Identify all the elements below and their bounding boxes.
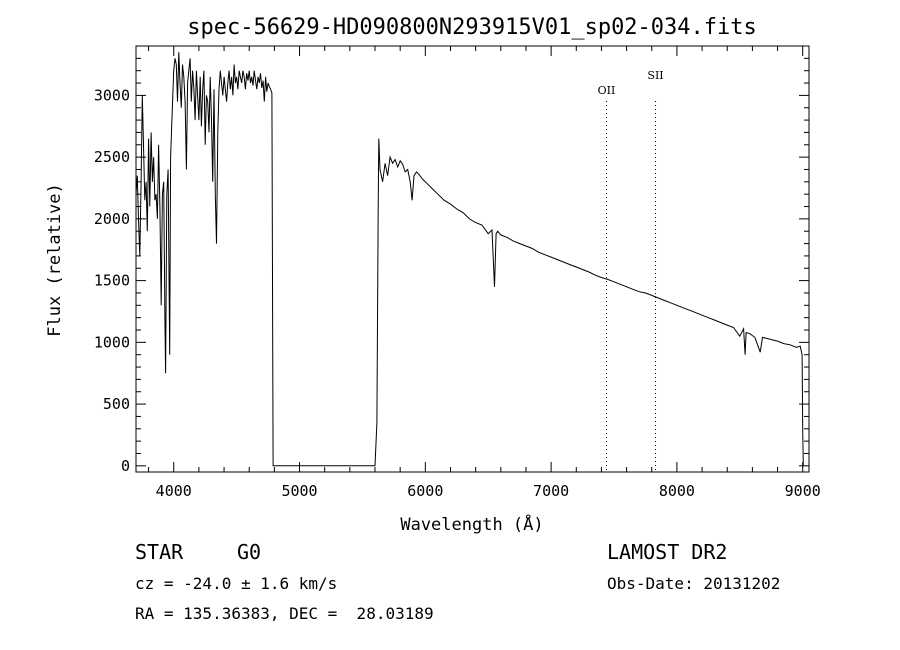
line-annotations: OII SII (598, 69, 664, 472)
survey-label: LAMOST DR2 (607, 540, 728, 564)
y-tick-label: 500 (103, 395, 130, 413)
y-tick-label: 2500 (94, 148, 130, 166)
x-axis-label: Wavelength (Å) (400, 513, 543, 535)
axis-ticks: 4000 5000 6000 7000 8000 9000 0 500 1000 1500 2000… (94, 46, 821, 500)
class-label: STAR (135, 540, 184, 564)
subclass-label: G0 (237, 540, 262, 564)
x-tick-label: 7000 (533, 482, 569, 500)
y-tick-label: 0 (121, 457, 130, 475)
obs-date-text: Obs-Date: 20131202 (607, 574, 781, 593)
y-tick-label: 2000 (94, 210, 130, 228)
chart-title: spec-56629-HD090800N293915V01_sp02-034.f… (187, 15, 757, 40)
y-tick-label: 1500 (94, 272, 130, 290)
x-tick-label: 5000 (281, 482, 317, 500)
redshift-text: cz = -24.0 ± 1.6 km/s (135, 574, 338, 593)
x-tick-label: 8000 (659, 482, 695, 500)
spectrum-line (135, 52, 804, 467)
x-tick-label: 4000 (156, 482, 192, 500)
y-tick-label: 3000 (94, 86, 130, 104)
plot-area-frame (135, 45, 810, 473)
y-axis-label: Flux (relative) (45, 183, 65, 337)
y-tick-label: 1000 (94, 333, 130, 351)
x-tick-label: 6000 (407, 482, 443, 500)
annotation-label: OII (598, 84, 616, 97)
annotation-label: SII (647, 69, 663, 82)
coordinates-text: RA = 135.36383, DEC = 28.03189 (135, 604, 434, 623)
x-tick-label: 9000 (785, 482, 821, 500)
